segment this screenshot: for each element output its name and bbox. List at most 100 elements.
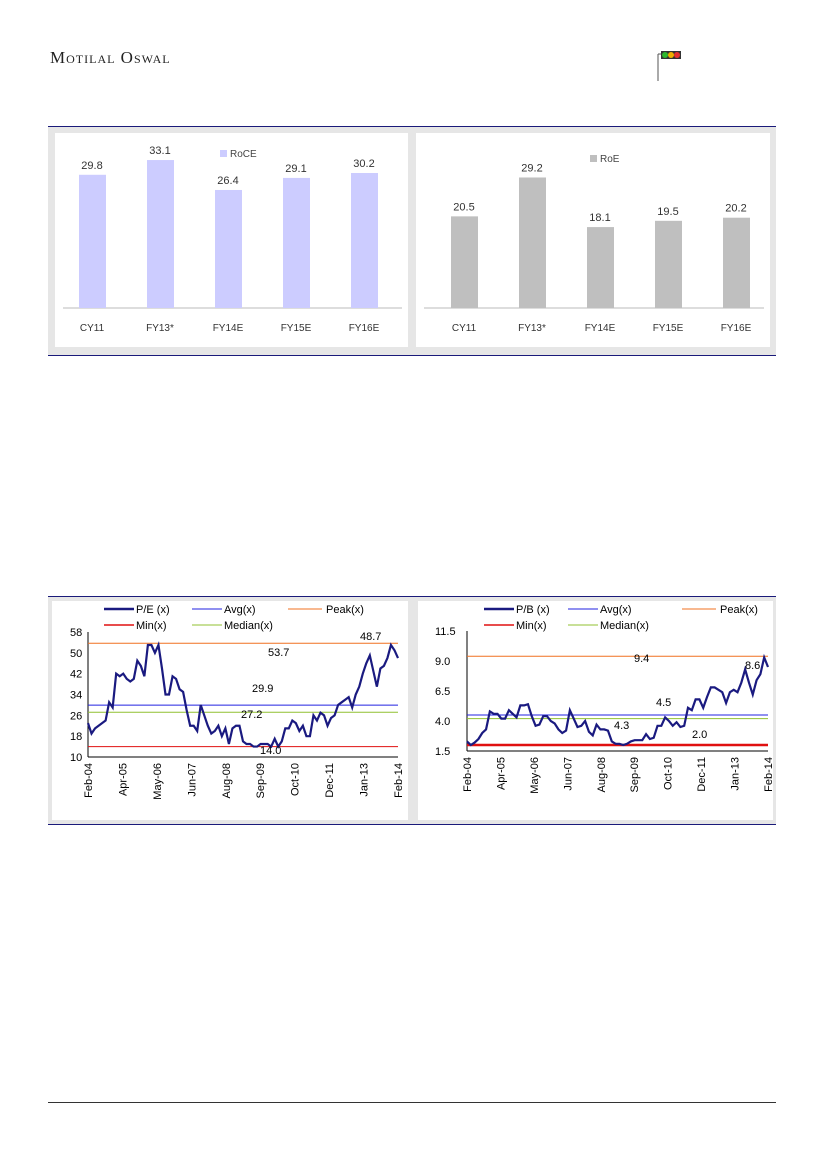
x-tick-label: May-06 [529,757,541,794]
x-tick-label: Feb-04 [462,757,474,792]
annotation-label: 48.7 [360,631,381,643]
y-tick-label: 50 [70,648,82,660]
legend-label: P/E (x) [136,604,170,616]
x-tick-label: Jan-13 [359,763,371,797]
y-tick-label: 18 [70,731,82,743]
x-tick-label: Jun-07 [186,763,198,797]
data-label: 26.4 [217,175,238,187]
y-tick-label: 58 [70,627,82,639]
data-label: 19.5 [657,206,678,218]
bar-FY16E [351,173,378,308]
pb-band-chart: 11.5 9.0 6.5 4.0 1.5 Feb-04 Apr-05 May-06 Jun-07… [418,601,773,820]
x-tick-label: CY11 [80,323,105,334]
bar-CY11 [451,216,478,308]
bar-FY15E [655,220,682,308]
x-tick-label: Jan-13 [730,757,742,791]
x-tick-label: Feb-14 [763,757,773,792]
data-label: 33.1 [149,145,170,157]
x-tick-label: May-06 [152,763,164,800]
ratio-series-line [466,653,770,747]
x-tick-label: FY13* [518,323,546,334]
annotation-label: 2.0 [692,729,707,741]
annotation-label: 4.3 [614,720,629,732]
bar-FY13* [519,177,546,308]
annotation-label: 27.2 [241,709,262,721]
x-tick-label: Dec-11 [324,763,336,798]
y-tick-label: 9.0 [435,656,450,668]
annotation-label: 14.0 [260,745,281,757]
ratio-series-line [86,641,400,749]
bar-FY13* [147,160,174,308]
section-rule [48,355,776,356]
x-tick-label: Apr-05 [495,757,507,790]
bar-FY15E [283,177,310,308]
legend-swatch [220,150,227,157]
y-tick-label: 4.0 [435,716,450,728]
x-tick-label: Apr-05 [117,763,129,796]
x-tick-label: CY11 [452,323,477,334]
bar-CY11 [79,174,106,308]
y-tick-label: 10 [70,752,82,764]
x-tick-label: Sep-09 [629,757,641,792]
annotation-label: 9.4 [634,653,649,665]
x-tick-label: FY15E [281,323,312,334]
bar-FY16E [723,217,750,308]
bar-FY14E [587,227,614,308]
data-label: 29.8 [81,160,102,172]
data-label: 29.1 [285,163,306,175]
data-label: 20.5 [453,201,474,213]
x-tick-label: FY13* [146,323,174,334]
annotation-label: 4.5 [656,697,671,709]
x-tick-label: Sep-09 [255,763,267,798]
legend-label: Min(x) [516,620,547,632]
roe-bar-chart: 20.5 CY11 29.2 FY13* 18.1 FY14E 19.5 FY15E 20.2 F… [416,133,770,347]
bar-FY14E [215,189,242,308]
data-label: 20.2 [725,203,746,215]
x-tick-label: Oct-10 [290,763,302,796]
annotation-label: 29.9 [252,683,273,695]
legend-label: Median(x) [600,620,649,632]
x-tick-label: Aug-08 [596,757,608,792]
annotation-label: 8.6 [745,660,760,672]
section-rule [48,596,776,597]
annotation-label: 53.7 [268,647,289,659]
legend-label: Peak(x) [326,604,364,616]
data-label: 18.1 [589,212,610,224]
legend-label: Min(x) [136,620,167,632]
legend-swatch [590,155,597,162]
y-tick-label: 34 [70,690,82,702]
x-tick-label: Dec-11 [696,757,708,792]
x-tick-label: Feb-04 [83,763,95,798]
section-rule [48,126,776,127]
y-tick-label: 42 [70,669,82,681]
legend-label: Peak(x) [720,604,758,616]
legend-label: RoE [600,154,620,165]
x-tick-label: FY16E [349,323,380,334]
x-tick-label: Aug-08 [221,763,233,798]
brand-logo-text: Motilal Oswal [50,48,171,67]
x-tick-label: FY15E [653,323,684,334]
x-tick-label: FY14E [585,323,616,334]
y-tick-label: 6.5 [435,686,450,698]
x-tick-label: Jun-07 [562,757,574,791]
data-label: 30.2 [353,158,374,170]
legend-label: RoCE [230,149,257,160]
legend-label: P/B (x) [516,604,550,616]
x-tick-label: FY14E [213,323,244,334]
traffic-light-icon [657,51,681,81]
section-rule [48,824,776,825]
footer-rule [48,1102,776,1103]
y-tick-label: 1.5 [435,746,450,758]
roce-bar-chart: 29.8 CY11 33.1 FY13* 26.4 FY14E 29.1 FY15E 30.2 F… [55,133,408,347]
legend-label: Avg(x) [600,604,632,616]
legend-label: Avg(x) [224,604,256,616]
x-tick-label: Feb-14 [393,763,405,798]
x-tick-label: Oct-10 [663,757,675,790]
y-tick-label: 11.5 [435,626,456,638]
legend-label: Median(x) [224,620,273,632]
y-tick-label: 26 [70,710,82,722]
x-tick-label: FY16E [721,323,752,334]
data-label: 29.2 [521,162,542,174]
